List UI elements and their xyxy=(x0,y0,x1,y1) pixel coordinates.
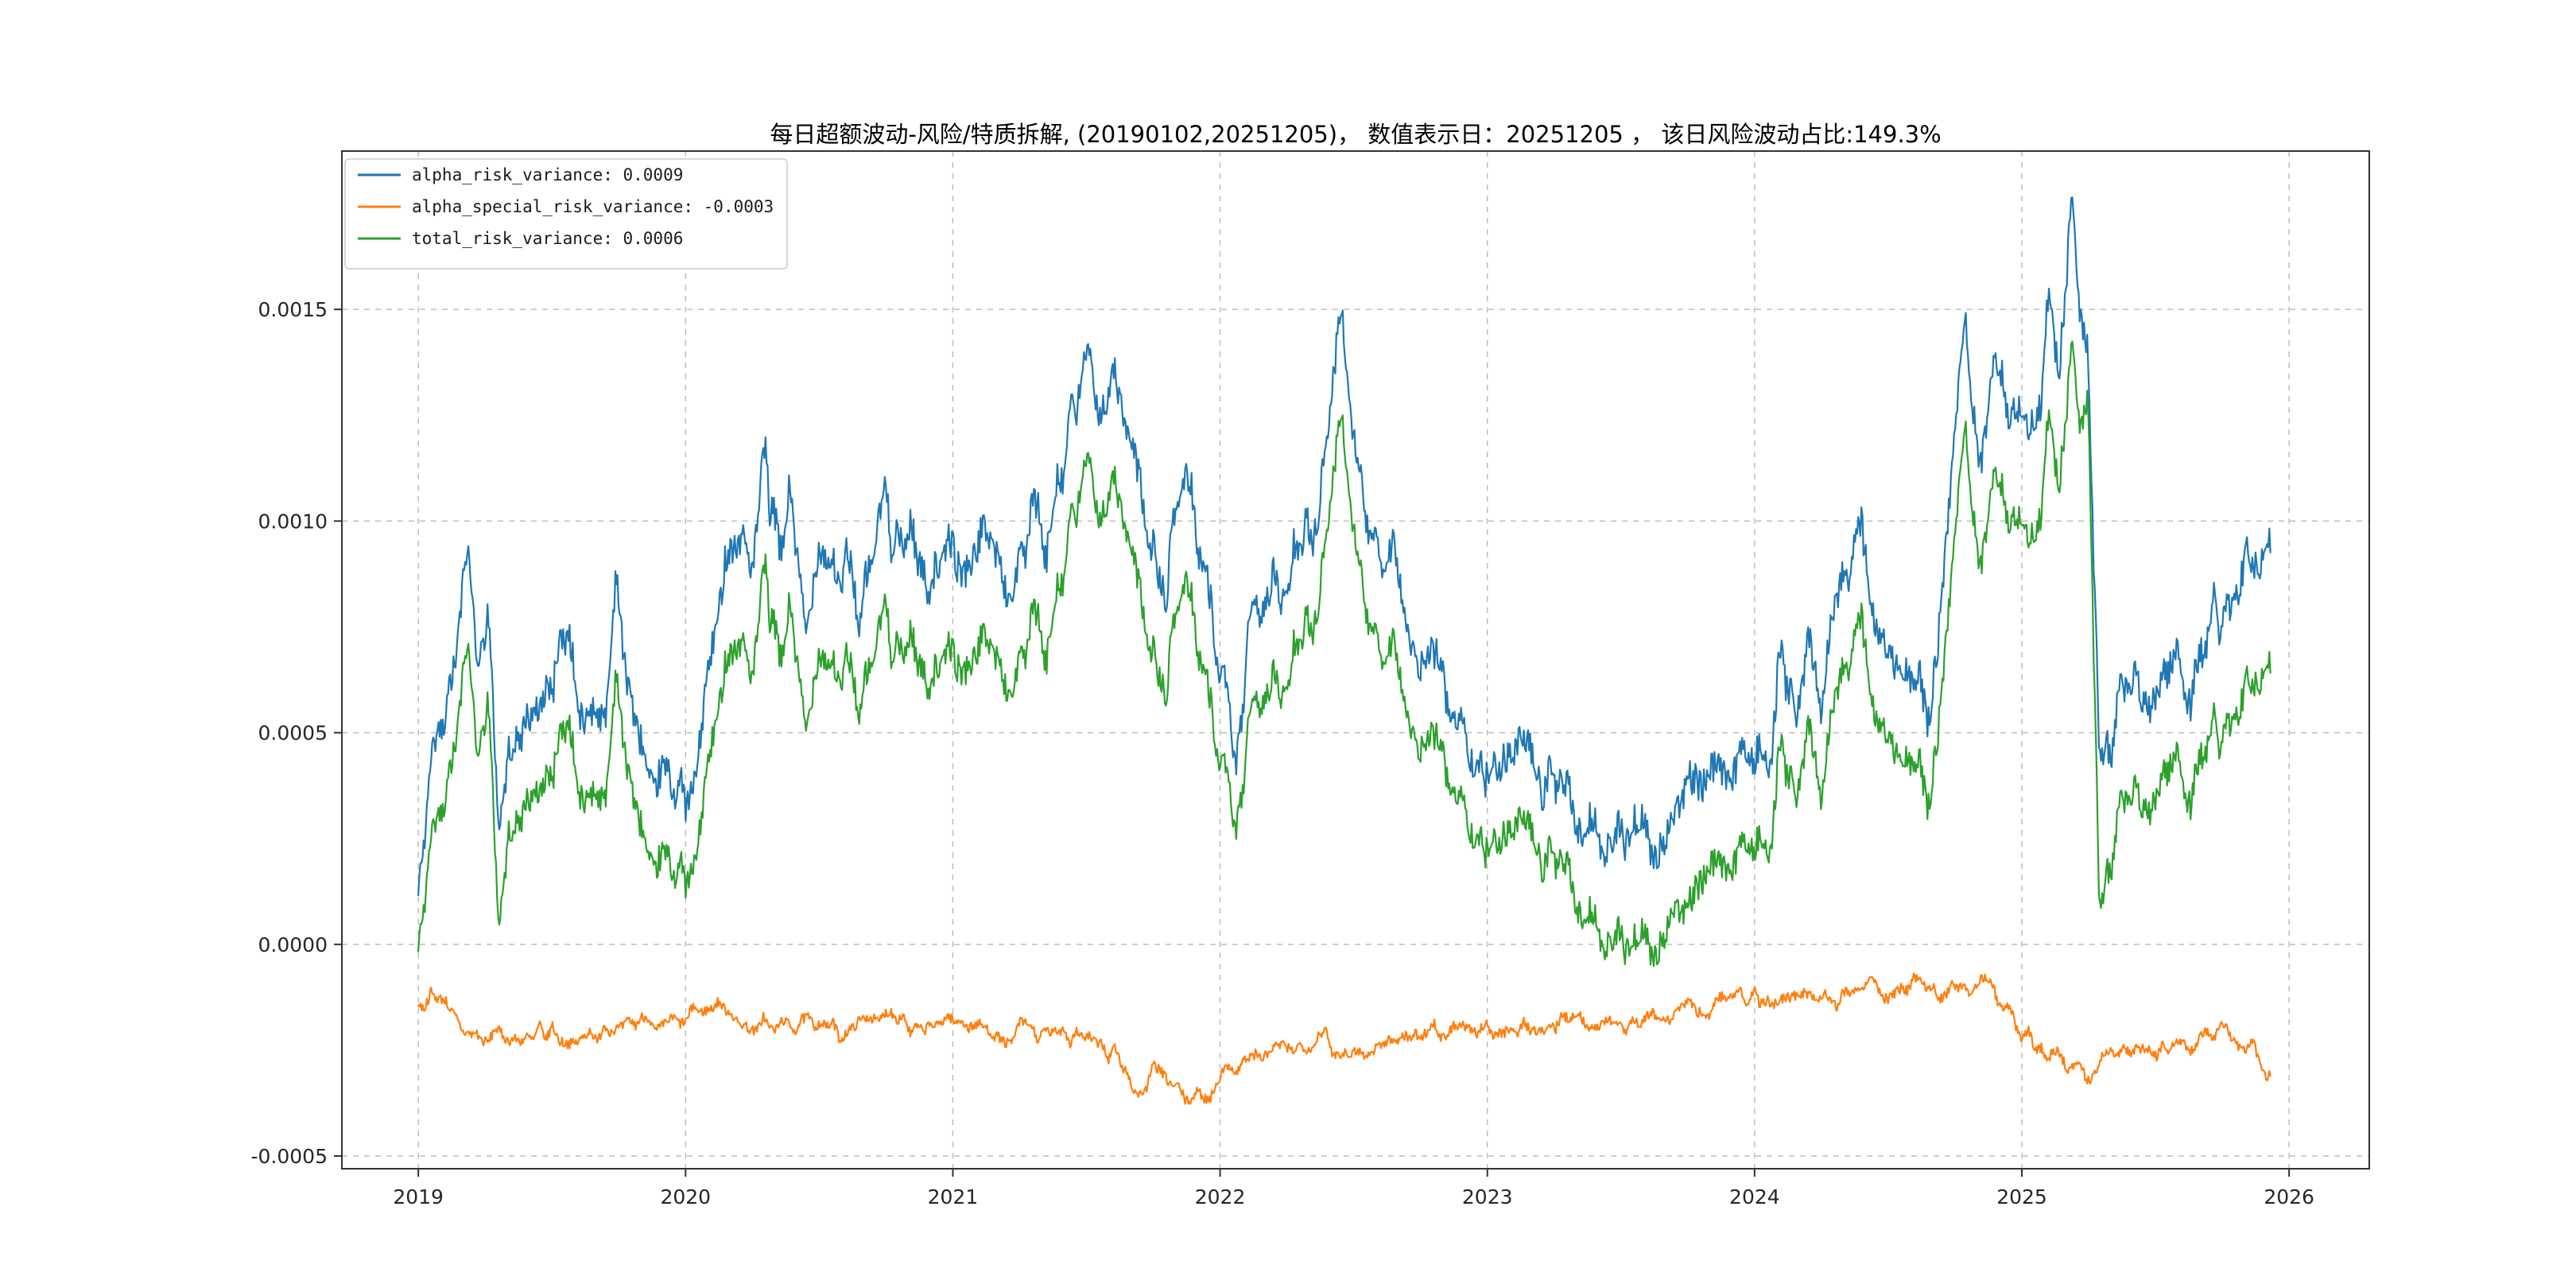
series-group xyxy=(417,196,2271,1105)
legend-item-label: alpha_risk_variance: 0.0009 xyxy=(412,165,683,184)
x-tick-label: 2023 xyxy=(1462,1185,1513,1208)
x-tick-label: 2020 xyxy=(660,1185,711,1208)
y-tick-label: 0.0000 xyxy=(258,933,328,956)
plot-frame xyxy=(341,150,2370,1170)
y-tick-label: 0.0010 xyxy=(258,510,328,533)
legend-item-label: total_risk_variance: 0.0006 xyxy=(412,229,683,248)
x-tick-label: 2026 xyxy=(2264,1185,2314,1208)
chart-title: 每日超额波动-风险/特质拆解, (20190102,20251205)， 数值表… xyxy=(770,121,1942,148)
series-line-total_risk_variance xyxy=(417,340,2271,968)
x-tick-label: 2024 xyxy=(1729,1185,1780,1208)
x-tick-label: 2019 xyxy=(393,1185,444,1208)
legend: alpha_risk_variance: 0.0009 alpha_special… xyxy=(344,158,788,270)
x-tick-label: 2025 xyxy=(1996,1185,2047,1208)
y-tick-label: -0.0005 xyxy=(251,1145,328,1168)
y-tick-label: 0.0005 xyxy=(258,722,328,745)
legend-box xyxy=(344,158,788,270)
series-line-alpha_risk_variance xyxy=(417,196,2271,897)
x-tick-label: 2022 xyxy=(1195,1185,1246,1208)
grid xyxy=(342,151,2369,1169)
series-line-alpha_special_risk_variance xyxy=(417,972,2271,1105)
x-tick-label: 2021 xyxy=(928,1185,979,1208)
legend-item-label: alpha_special_risk_variance: -0.0003 xyxy=(412,197,774,216)
y-tick-label: 0.0015 xyxy=(258,298,328,321)
